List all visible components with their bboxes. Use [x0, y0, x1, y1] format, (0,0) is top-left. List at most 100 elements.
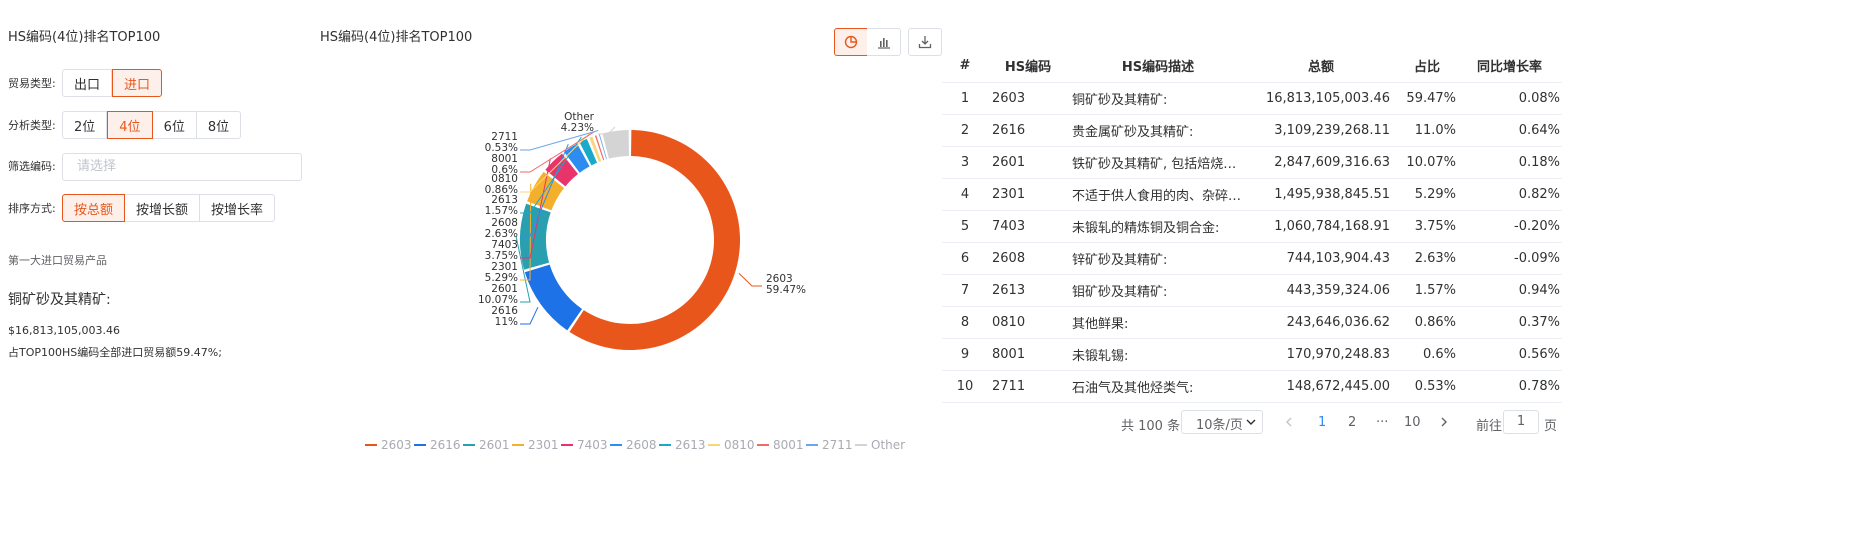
top-product-heading: 第一大进口贸易产品 — [8, 254, 107, 267]
slice-value-label: 5.29% — [485, 272, 518, 284]
table-row[interactable]: 6 2608 锌矿砂及其精矿: 744,103,904.43 2.63% -0.09% — [942, 242, 1562, 275]
slice-name-label: 2613 — [491, 194, 518, 206]
donut-slice-0810[interactable] — [589, 136, 602, 162]
legend-item[interactable]: 2608 — [610, 438, 657, 452]
row-total: 744,103,904.43 — [1248, 242, 1394, 275]
left-panel-title: HS编码(4位)排名TOP100 — [8, 30, 161, 45]
col-header-yoy[interactable]: 同比增长率 — [1460, 50, 1562, 83]
row-share: 0.6% — [1394, 338, 1460, 371]
row-hs-code: 2616 — [988, 114, 1068, 147]
table-row[interactable]: 3 2601 铁矿砂及其精矿, 包括焙烧黄… 2,847,609,316.63 10.0… — [942, 146, 1562, 179]
table-row[interactable]: 5 7403 未锻轧的精炼铜及铜合金: 1,060,784,168.91 3.75% -0… — [942, 210, 1562, 243]
page-1-button[interactable]: 1 — [1318, 415, 1327, 430]
legend-swatch — [365, 444, 377, 446]
donut-slice-2613[interactable] — [579, 138, 598, 166]
slice-name-label: 8001 — [491, 153, 518, 165]
table-row[interactable]: 8 0810 其他鲜果: 243,646,036.62 0.86% 0.37% — [942, 306, 1562, 339]
legend-item[interactable]: 0810 — [708, 438, 755, 452]
row-hs-code: 8001 — [988, 338, 1068, 371]
col-header-description: HS编码描述 — [1068, 50, 1248, 83]
row-share: 10.07% — [1394, 146, 1460, 179]
trade-type-selector: 出口 进口 — [62, 69, 163, 97]
row-hs-code: 0810 — [988, 306, 1068, 339]
legend-item[interactable]: Other — [855, 438, 905, 452]
page-size-select[interactable]: 10条/页 — [1181, 410, 1263, 434]
legend-item[interactable]: 2601 — [463, 438, 510, 452]
legend-swatch — [806, 444, 818, 446]
col-header-total[interactable]: 总额 — [1248, 50, 1394, 83]
analysis-type-8-button[interactable]: 8位 — [196, 111, 242, 139]
legend-item[interactable]: 2711 — [806, 438, 853, 452]
row-yoy: 0.64% — [1460, 114, 1562, 147]
pie-chart-toggle-button[interactable] — [834, 28, 868, 56]
col-header-share[interactable]: 占比 — [1394, 50, 1460, 83]
legend-label: 0810 — [724, 438, 755, 452]
legend-item[interactable]: 2616 — [414, 438, 461, 452]
goto-label: 前往 — [1476, 419, 1503, 434]
slice-value-label: 0.53% — [485, 142, 518, 154]
table-row[interactable]: 9 8001 未锻轧锡: 170,970,248.83 0.6% 0.56% — [942, 338, 1562, 371]
prev-page-icon[interactable] — [1285, 417, 1293, 427]
sort-by-growth-amount-button[interactable]: 按增长额 — [125, 194, 201, 222]
next-page-icon[interactable] — [1440, 417, 1448, 427]
label-leader-line — [520, 130, 599, 151]
slice-value-label: 0.6% — [491, 164, 518, 176]
row-description: 贵金属矿砂及其精矿: — [1068, 114, 1248, 147]
legend-label: 2616 — [430, 438, 461, 452]
table-header-row: # HS编码 HS编码描述 总额 占比 同比增长率 — [942, 50, 1562, 83]
row-yoy: 0.08% — [1460, 82, 1562, 115]
trade-type-export-button[interactable]: 出口 — [62, 69, 113, 97]
row-index: 4 — [942, 178, 988, 211]
row-index: 1 — [942, 82, 988, 115]
legend-label: Other — [871, 438, 906, 452]
filter-code-input[interactable]: 请选择 — [62, 153, 302, 181]
col-header-hs-code[interactable]: HS编码 — [988, 50, 1068, 83]
slice-value-label: 3.75% — [485, 250, 518, 262]
donut-slice-2603[interactable] — [569, 130, 740, 351]
row-total: 3,109,239,268.11 — [1248, 114, 1394, 147]
table-row[interactable]: 7 2613 钼矿砂及其精矿: 443,359,324.06 1.57% 0.94% — [942, 274, 1562, 307]
donut-slice-other[interactable] — [602, 130, 629, 159]
slice-name-label: 7403 — [491, 239, 518, 251]
donut-slice-2711[interactable] — [598, 134, 607, 160]
donut-slice-2616[interactable] — [524, 264, 583, 331]
legend-item[interactable]: 8001 — [757, 438, 804, 452]
legend-item[interactable]: 2301 — [512, 438, 559, 452]
table-row[interactable]: 10 2711 石油气及其他烃类气: 148,672,445.00 0.53% 0.78% — [942, 370, 1562, 403]
trade-type-import-button[interactable]: 进口 — [112, 69, 163, 97]
row-total: 443,359,324.06 — [1248, 274, 1394, 307]
legend-item[interactable]: 7403 — [561, 438, 608, 452]
donut-slice-7403[interactable] — [545, 153, 579, 187]
legend-swatch — [463, 444, 475, 446]
analysis-type-6-button[interactable]: 6位 — [152, 111, 197, 139]
slice-name-label: 2711 — [491, 131, 518, 143]
analysis-type-label: 分析类型: — [8, 119, 56, 132]
goto-page-input[interactable]: 1 — [1503, 410, 1539, 434]
download-button[interactable] — [908, 28, 942, 56]
legend-swatch — [659, 444, 671, 446]
page-10-button[interactable]: 10 — [1404, 415, 1421, 430]
row-share: 59.47% — [1394, 82, 1460, 115]
analysis-type-2-button[interactable]: 2位 — [62, 111, 108, 139]
table-row[interactable]: 2 2616 贵金属矿砂及其精矿: 3,109,239,268.11 11.0% 0.64… — [942, 114, 1562, 147]
table-row[interactable]: 4 2301 不适于供人食用的肉、杂碎、… 1,495,938,845.51 5.29%… — [942, 178, 1562, 211]
sort-by-total-button[interactable]: 按总额 — [62, 194, 126, 222]
donut-slice-2301[interactable] — [527, 171, 565, 211]
table-row[interactable]: 1 2603 铜矿砂及其精矿: 16,813,105,003.46 59.47% 0.08… — [942, 82, 1562, 115]
page-2-button[interactable]: 2 — [1348, 415, 1357, 430]
legend-label: 2601 — [479, 438, 510, 452]
donut-slice-2601[interactable] — [520, 203, 551, 270]
bar-chart-toggle-button[interactable] — [867, 28, 901, 56]
chart-panel-title: HS编码(4位)排名TOP100 — [320, 30, 473, 45]
row-yoy: 0.94% — [1460, 274, 1562, 307]
donut-slice-8001[interactable] — [594, 135, 605, 161]
row-hs-code: 2613 — [988, 274, 1068, 307]
page-ellipsis-button[interactable]: ··· — [1376, 415, 1389, 430]
analysis-type-4-button[interactable]: 4位 — [107, 111, 153, 139]
legend-item[interactable]: 2603 — [365, 438, 412, 452]
row-description: 未锻轧的精炼铜及铜合金: — [1068, 210, 1248, 243]
sort-by-growth-rate-button[interactable]: 按增长率 — [200, 194, 276, 222]
donut-slice-2608[interactable] — [564, 143, 590, 173]
row-description: 铁矿砂及其精矿, 包括焙烧黄… — [1068, 146, 1248, 179]
legend-item[interactable]: 2613 — [659, 438, 706, 452]
